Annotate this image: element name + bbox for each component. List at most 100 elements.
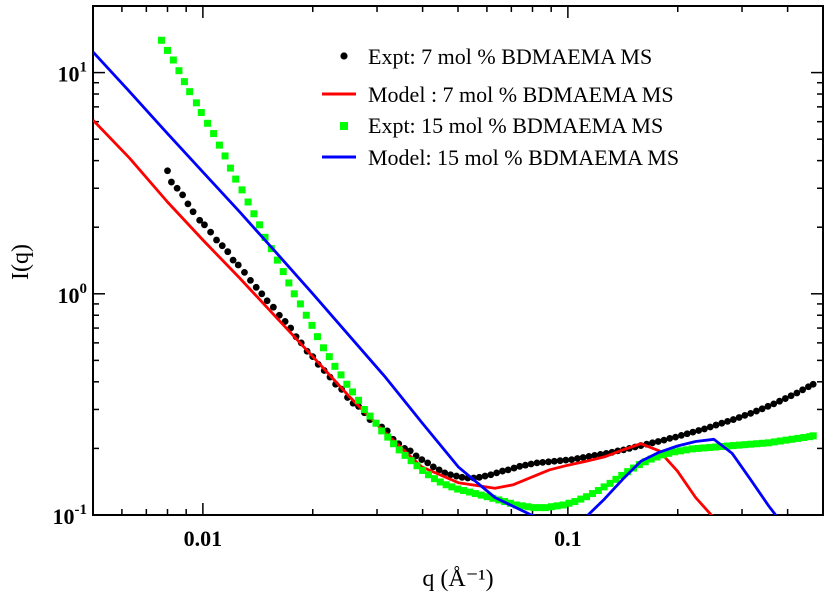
data-point-0 (189, 208, 197, 216)
data-point-0 (258, 290, 266, 298)
data-point-2 (641, 458, 649, 466)
data-point-0 (429, 463, 437, 471)
data-point-2 (466, 488, 474, 496)
legend-label-expt-7: Expt: 7 mol % BDMAEMA MS (368, 44, 652, 69)
data-point-2 (175, 67, 183, 75)
data-point-2 (419, 466, 427, 474)
data-point-2 (308, 321, 316, 329)
data-point-0 (458, 473, 466, 481)
data-point-0 (447, 471, 454, 479)
data-point-0 (753, 407, 760, 415)
data-point-0 (179, 191, 187, 199)
data-point-0 (787, 392, 795, 400)
data-point-0 (741, 412, 749, 419)
data-point-0 (234, 261, 242, 269)
data-point-0 (218, 242, 226, 250)
data-point-2 (355, 396, 363, 404)
data-point-0 (499, 467, 506, 475)
data-point-0 (493, 469, 501, 477)
y-tick-2-exponent: 1 (80, 60, 88, 76)
data-point-2 (653, 453, 661, 461)
data-point-2 (594, 487, 602, 495)
y-tick-label-0.1: 10-1 (53, 502, 88, 529)
legend-entry-model-7: Model : 7 mol % BDMAEMA MS (322, 82, 674, 107)
data-point-2 (588, 490, 596, 498)
data-point-0 (689, 428, 697, 436)
data-point-2 (210, 130, 218, 138)
series-1 (93, 119, 714, 515)
data-point-2 (618, 471, 626, 479)
data-point-2 (261, 233, 269, 241)
data-point-0 (718, 419, 726, 427)
data-point-2 (319, 344, 327, 352)
data-point-2 (524, 503, 532, 511)
data-point-0 (649, 439, 656, 447)
data-point-2 (759, 439, 767, 447)
data-point-2 (244, 198, 252, 206)
data-point-0 (435, 466, 443, 474)
data-point-0 (729, 416, 737, 423)
data-point-0 (695, 427, 703, 434)
data-point-0 (424, 459, 432, 467)
series-0 (164, 167, 817, 482)
data-point-0 (776, 397, 783, 405)
data-point-2 (518, 502, 526, 510)
data-point-0 (677, 432, 685, 439)
data-point-0 (487, 471, 495, 479)
data-point-2 (489, 494, 497, 502)
data-point-0 (207, 228, 215, 236)
data-point-0 (706, 423, 714, 431)
data-point-0 (504, 466, 512, 474)
data-point-0 (724, 417, 731, 425)
data-point-0 (585, 453, 593, 460)
data-point-2 (735, 441, 743, 449)
data-point-0 (269, 303, 277, 311)
legend-entry-model-15: Model: 15 mol % BDMAEMA MS (322, 145, 679, 170)
data-point-2 (776, 437, 784, 445)
data-point-0 (758, 405, 766, 413)
legend-label-model-15: Model: 15 mol % BDMAEMA MS (368, 145, 679, 170)
data-point-0 (568, 456, 576, 464)
x-minor-ticks (92, 6, 824, 515)
legend-entry-expt-15: Expt: 15 mol % BDMAEMA MS (340, 113, 663, 138)
data-point-2 (279, 268, 287, 276)
data-point-2 (559, 501, 567, 509)
data-point-0 (574, 455, 581, 462)
data-point-0 (224, 248, 232, 256)
data-point-2 (343, 380, 351, 388)
data-point-0 (701, 425, 708, 433)
data-point-2 (512, 501, 520, 509)
data-point-2 (741, 441, 749, 449)
data-point-2 (723, 442, 731, 450)
data-point-2 (571, 498, 579, 506)
data-point-0 (213, 236, 220, 244)
data-point-2 (413, 462, 421, 470)
y-tick-1-base: 10 (58, 283, 80, 308)
data-point-2 (372, 419, 380, 427)
data-point-2 (700, 444, 708, 452)
data-point-2 (506, 499, 514, 507)
data-point-2 (215, 141, 223, 149)
data-point-2 (530, 504, 538, 512)
x-tick-labels: 0.01 0.1 (184, 526, 582, 551)
data-point-2 (390, 440, 398, 448)
data-point-0 (654, 438, 662, 445)
y-major-ticks (93, 71, 823, 516)
y-tick-0-base: 10 (53, 504, 75, 529)
data-point-2 (747, 440, 755, 448)
data-point-0 (672, 433, 679, 441)
data-point-0 (809, 380, 817, 388)
data-point-2 (765, 439, 773, 447)
series-line-3 (93, 50, 778, 515)
data-point-2 (250, 210, 258, 218)
y-tick-0-exponent: -1 (75, 502, 88, 518)
data-point-0 (173, 184, 181, 192)
data-point-2 (337, 371, 345, 379)
data-point-0 (418, 456, 426, 464)
data-point-2 (583, 493, 591, 501)
data-point-0 (533, 459, 541, 467)
data-point-0 (475, 473, 483, 481)
y-tick-label-10: 101 (58, 60, 88, 87)
data-point-2 (659, 451, 667, 459)
data-point-2 (349, 388, 357, 396)
